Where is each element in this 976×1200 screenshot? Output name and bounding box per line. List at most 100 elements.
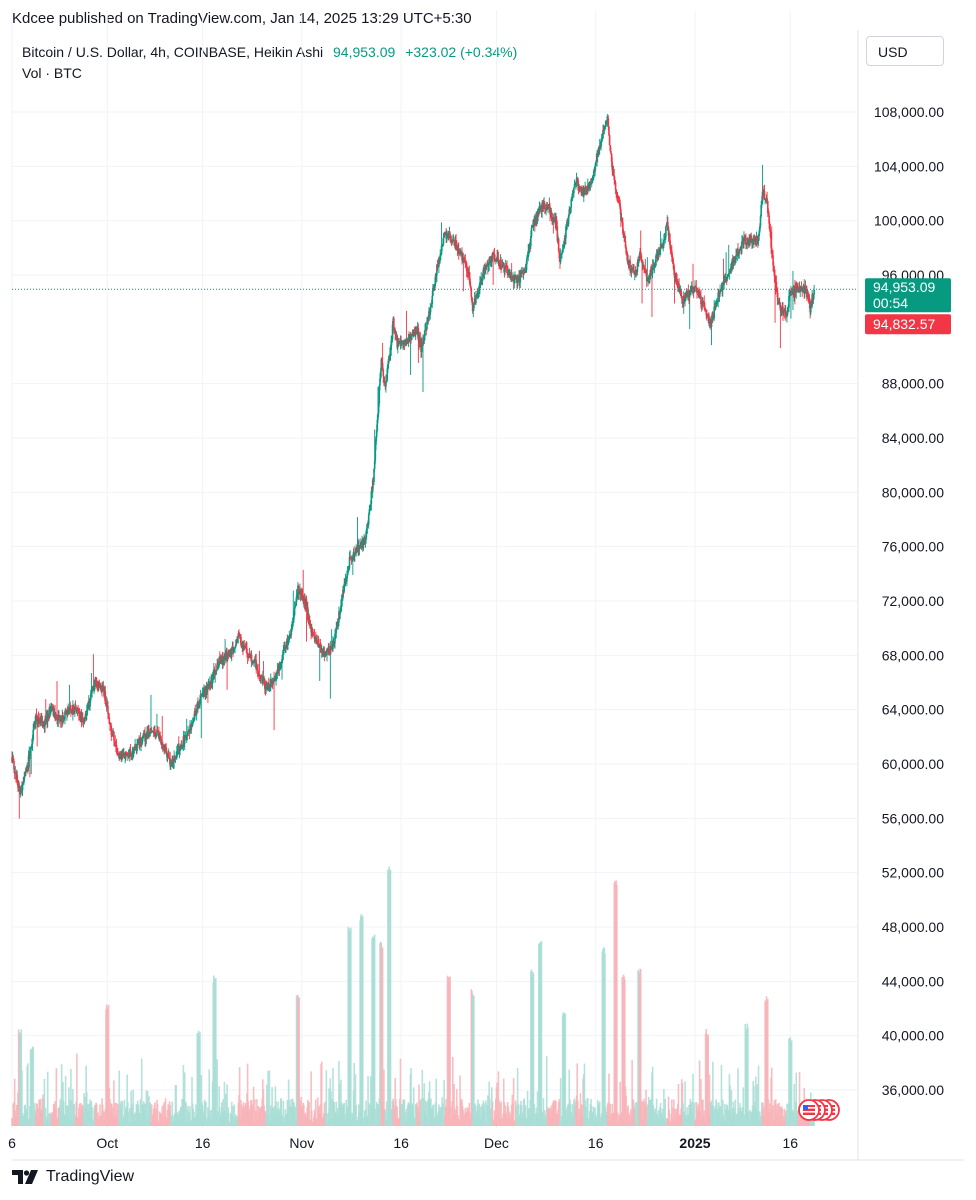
volume-bar <box>280 1098 283 1126</box>
volume-bar <box>483 1103 486 1126</box>
candle-body <box>49 708 52 713</box>
candle-body <box>459 251 462 254</box>
candle-body <box>801 290 804 292</box>
candle-body <box>667 227 670 236</box>
candle-body <box>326 650 328 656</box>
candle-body <box>616 192 618 196</box>
candle-body <box>614 179 616 183</box>
candle-body <box>130 755 132 757</box>
volume-bar <box>193 1112 195 1126</box>
candle-body <box>391 339 393 341</box>
last-price-tag <box>865 278 951 313</box>
candle-body <box>405 340 408 344</box>
candle-body <box>230 650 233 655</box>
candle-body <box>539 206 542 208</box>
volume-bar <box>62 1100 65 1126</box>
candle-body <box>389 353 391 361</box>
candle-body <box>434 283 436 288</box>
volume-bar <box>145 1090 148 1126</box>
candle-body <box>523 272 526 274</box>
candle-body <box>739 249 741 251</box>
candle-body <box>68 709 70 711</box>
candle-body <box>729 271 731 273</box>
candle-body <box>246 648 248 654</box>
y-tick-label: 76,000.00 <box>882 539 944 555</box>
candle-body <box>297 585 300 594</box>
volume-legend[interactable]: Vol · BTC <box>22 65 82 81</box>
candle-body <box>154 729 156 737</box>
candle-body <box>811 294 813 307</box>
candle-body <box>778 300 780 304</box>
candle-body <box>246 653 249 658</box>
candle-body <box>40 717 43 722</box>
candle-body <box>124 758 126 760</box>
symbol-title[interactable]: Bitcoin / U.S. Dollar, 4h, COINBASE, Hei… <box>22 44 324 60</box>
tradingview-brand[interactable]: TradingView <box>12 1168 134 1186</box>
candle-body <box>90 692 93 694</box>
volume-bar <box>793 1083 796 1126</box>
volume-bar <box>747 1027 749 1126</box>
candle-body <box>697 291 700 294</box>
volume-bar <box>609 1103 612 1126</box>
volume-bar <box>712 1061 714 1126</box>
candle-body <box>700 295 702 305</box>
volume-bar <box>663 1088 665 1126</box>
volume-bar <box>275 1101 277 1126</box>
tradingview-logo-icon <box>12 1170 38 1184</box>
candle-body <box>583 191 585 197</box>
candle-body <box>678 290 681 292</box>
candle-body <box>222 660 225 663</box>
volume-bar <box>568 1069 571 1126</box>
candle-body <box>657 252 659 259</box>
volume-bar <box>252 1086 255 1126</box>
volume-bar <box>515 1105 518 1126</box>
candle-body <box>502 264 505 267</box>
currency-button[interactable]: USD <box>866 36 944 66</box>
volume-bar <box>564 1013 567 1126</box>
candle-body <box>107 706 109 714</box>
candle-body <box>556 226 559 241</box>
candle-body <box>413 330 416 333</box>
volume-bar <box>545 1056 548 1126</box>
candle-body <box>170 765 172 767</box>
volume-bar <box>396 1106 398 1126</box>
candle-body <box>671 256 674 259</box>
candle-body <box>604 121 607 126</box>
candle-body <box>267 683 270 688</box>
candle-body <box>453 239 455 242</box>
candle-body <box>586 192 588 194</box>
candle-body <box>772 265 775 270</box>
candle-body <box>197 703 200 708</box>
candle-body <box>377 413 379 420</box>
candle-body <box>728 272 731 274</box>
volume-bar <box>516 1068 519 1126</box>
volume-bar <box>432 1104 435 1126</box>
candle-body <box>193 711 196 720</box>
candle-body <box>719 290 721 294</box>
candle-body <box>503 266 506 272</box>
candle-body <box>117 752 119 755</box>
candle-body <box>430 304 433 307</box>
volume-bar <box>205 1101 207 1126</box>
candle-body <box>775 282 778 290</box>
candle-body <box>328 649 330 653</box>
volume-bar <box>97 1112 99 1126</box>
candle-body <box>364 539 367 543</box>
candle-body <box>341 598 344 601</box>
candle-body <box>760 204 762 217</box>
candle-body <box>164 745 167 748</box>
candle-body <box>93 680 96 688</box>
flag-stripe <box>803 1111 815 1113</box>
volume-bar <box>756 1084 759 1126</box>
volume-bar <box>156 1103 159 1126</box>
candle-body <box>295 595 298 602</box>
candle-body <box>87 706 89 710</box>
candle-body <box>543 203 546 208</box>
candle-body <box>220 655 222 664</box>
volume-bar <box>95 1104 98 1126</box>
candle-body <box>673 270 676 278</box>
volume-bar <box>374 1108 377 1126</box>
candle-body <box>248 653 251 657</box>
candle-body <box>481 277 484 279</box>
